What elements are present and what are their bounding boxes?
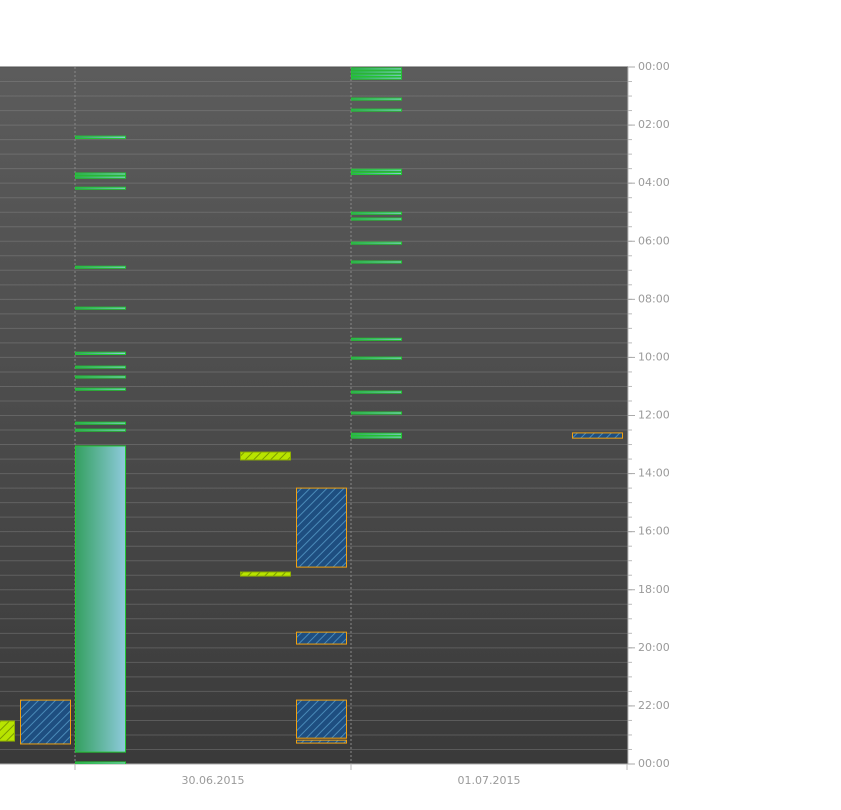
range-bar	[351, 168, 402, 172]
range-bar	[75, 265, 126, 269]
range-bar	[296, 699, 347, 739]
range-bar	[351, 211, 402, 215]
range-bar	[75, 172, 126, 176]
y-tick-label: 12:00	[638, 409, 670, 422]
range-bar	[351, 76, 402, 80]
range-bar	[351, 432, 402, 436]
range-bar	[0, 720, 15, 742]
range-bar	[75, 421, 126, 425]
range-bar	[75, 761, 126, 764]
y-tick-label: 14:00	[638, 467, 670, 480]
range-bar	[351, 67, 402, 71]
y-tick-label: 00:00	[638, 60, 670, 73]
range-bar	[75, 375, 126, 379]
bars	[0, 67, 623, 764]
range-bar	[351, 435, 402, 439]
range-bar	[296, 739, 347, 744]
range-bar	[296, 631, 347, 645]
range-bar	[75, 428, 126, 432]
range-bar	[20, 699, 71, 745]
range-bar	[351, 171, 402, 175]
y-tick-label: 00:00	[638, 757, 670, 770]
range-bar	[75, 186, 126, 190]
range-bar	[351, 390, 402, 394]
range-bar	[351, 411, 402, 415]
range-bar	[75, 365, 126, 369]
range-bar	[572, 432, 623, 439]
range-bar	[75, 387, 126, 391]
y-tick-label: 22:00	[638, 699, 670, 712]
y-tick-label: 08:00	[638, 292, 670, 305]
y-tick-label: 20:00	[638, 641, 670, 654]
y-tick-label: 18:00	[638, 583, 670, 596]
range-bar	[351, 356, 402, 360]
range-bar	[351, 97, 402, 101]
range-bar	[240, 451, 291, 461]
y-tick-label: 10:00	[638, 350, 670, 363]
x-tick-label: 01.07.2015	[458, 774, 521, 787]
range-bar	[75, 306, 126, 310]
range-bar	[75, 351, 126, 356]
range-bar	[351, 70, 402, 74]
range-bar	[296, 487, 347, 568]
range-bar	[351, 217, 402, 221]
range-bar	[75, 445, 126, 753]
range-bar	[351, 337, 402, 341]
range-bar	[351, 73, 402, 77]
range-bar	[351, 241, 402, 245]
range-bar	[75, 175, 126, 179]
y-tick-label: 06:00	[638, 234, 670, 247]
y-tick-label: 04:00	[638, 176, 670, 189]
range-bar	[240, 571, 291, 577]
range-bar	[75, 135, 126, 139]
y-tick-label: 16:00	[638, 525, 670, 538]
range-bar	[351, 260, 402, 264]
range-bar	[351, 108, 402, 112]
y-tick-label: 02:00	[638, 118, 670, 131]
x-tick-label: 30.06.2015	[182, 774, 245, 787]
